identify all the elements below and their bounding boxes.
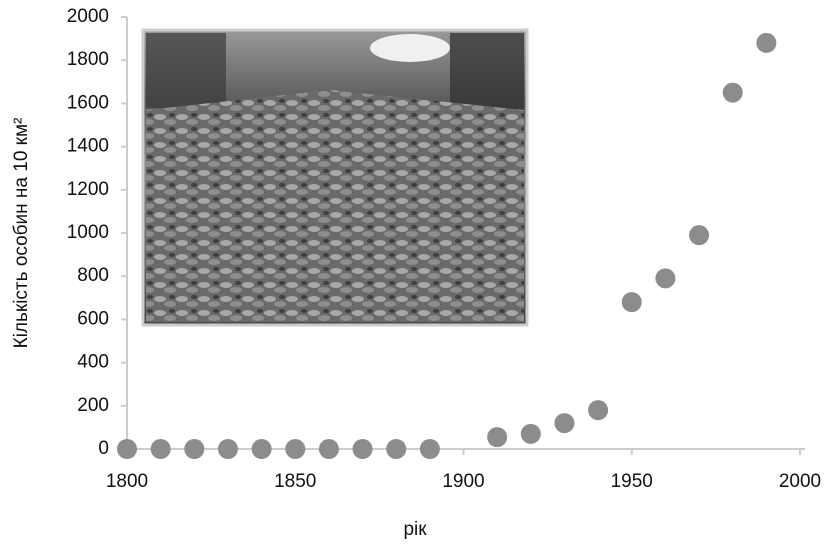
x-tick-label: 1800	[106, 471, 148, 492]
y-tick-label: 600	[77, 308, 109, 329]
y-tick-label: 1200	[67, 179, 109, 200]
point	[487, 427, 508, 448]
point	[318, 439, 339, 459]
point	[554, 413, 575, 434]
point	[655, 268, 676, 289]
x-tick-label: 1850	[274, 471, 316, 492]
point	[217, 439, 238, 459]
y-tick-label: 200	[77, 395, 109, 416]
y-tick-label: 800	[77, 265, 109, 286]
y-tick-label: 1600	[67, 92, 109, 113]
point	[756, 32, 777, 53]
point	[722, 82, 743, 103]
point	[285, 439, 306, 459]
point	[251, 439, 272, 459]
point	[117, 439, 137, 459]
y-tick-label: 1400	[67, 136, 109, 157]
x-tick-label: 2000	[779, 471, 821, 492]
y-tick-label: 400	[77, 352, 109, 373]
point	[184, 439, 205, 459]
y-tick-label: 1800	[67, 49, 109, 70]
inset-photo	[141, 28, 529, 327]
point	[621, 292, 642, 313]
point	[352, 439, 373, 459]
x-tick-label: 1900	[442, 471, 484, 492]
y-tick-label: 2000	[67, 6, 109, 27]
y-tick-label: 0	[98, 438, 109, 459]
point	[419, 439, 440, 459]
point	[588, 400, 609, 421]
point	[386, 439, 407, 459]
y-axis-label: Кількість особин на 10 км²	[11, 118, 32, 349]
point	[520, 423, 541, 444]
point	[689, 225, 710, 246]
y-tick-label: 1000	[67, 222, 109, 243]
x-axis-label: рік	[403, 519, 427, 540]
point	[150, 439, 171, 459]
x-tick-label: 1950	[611, 471, 653, 492]
